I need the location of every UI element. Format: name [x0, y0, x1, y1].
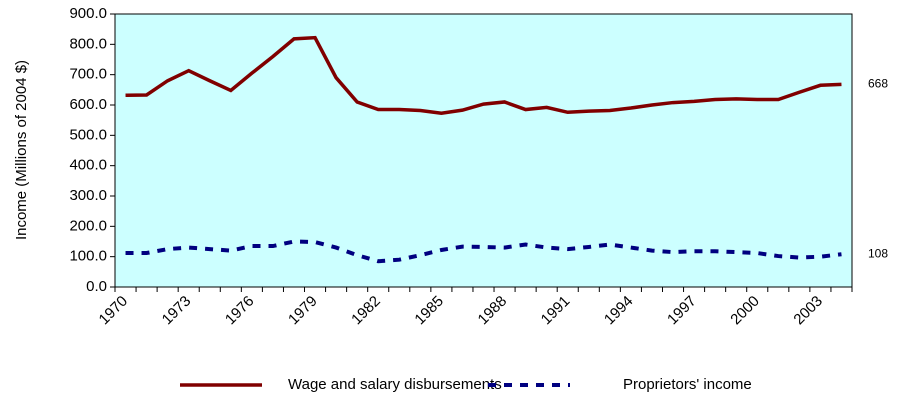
y-axis-title: Income (Millions of 2004 $): [13, 60, 30, 240]
legend-label: Proprietors' income: [623, 376, 752, 393]
y-tick-label: 800.0: [69, 35, 107, 52]
x-tick-label: 1994: [601, 293, 637, 329]
x-tick-label: 1979: [285, 293, 321, 329]
x-tick-label: 2003: [790, 293, 826, 329]
x-tick-label: 2000: [727, 293, 763, 329]
y-tick-label: 700.0: [69, 66, 107, 83]
y-tick-label: 400.0: [69, 157, 107, 174]
x-tick-label: 1997: [664, 293, 700, 329]
y-tick-label: 900.0: [69, 5, 107, 22]
plot-area: [114, 13, 853, 288]
x-tick-label: 1991: [538, 293, 574, 329]
y-tick-label: 300.0: [69, 187, 107, 204]
y-tick-label: 600.0: [69, 96, 107, 113]
end-value-label: 668: [868, 77, 888, 91]
x-tick-label: 1988: [475, 293, 511, 329]
x-tick-label: 1970: [96, 293, 132, 329]
series-line: [125, 35, 842, 115]
y-tick-label: 0.0: [86, 278, 107, 295]
y-tick-label: 100.0: [69, 248, 107, 265]
y-tick-label: 200.0: [69, 217, 107, 234]
x-tick-label: 1976: [222, 293, 258, 329]
legend-label: Wage and salary disbursements: [288, 376, 502, 393]
x-tick-label: 1973: [159, 293, 195, 329]
y-tick-label: 500.0: [69, 126, 107, 143]
x-tick-label: 1985: [411, 293, 447, 329]
x-tick-label: 1982: [348, 293, 384, 329]
end-value-label: 108: [868, 246, 888, 260]
